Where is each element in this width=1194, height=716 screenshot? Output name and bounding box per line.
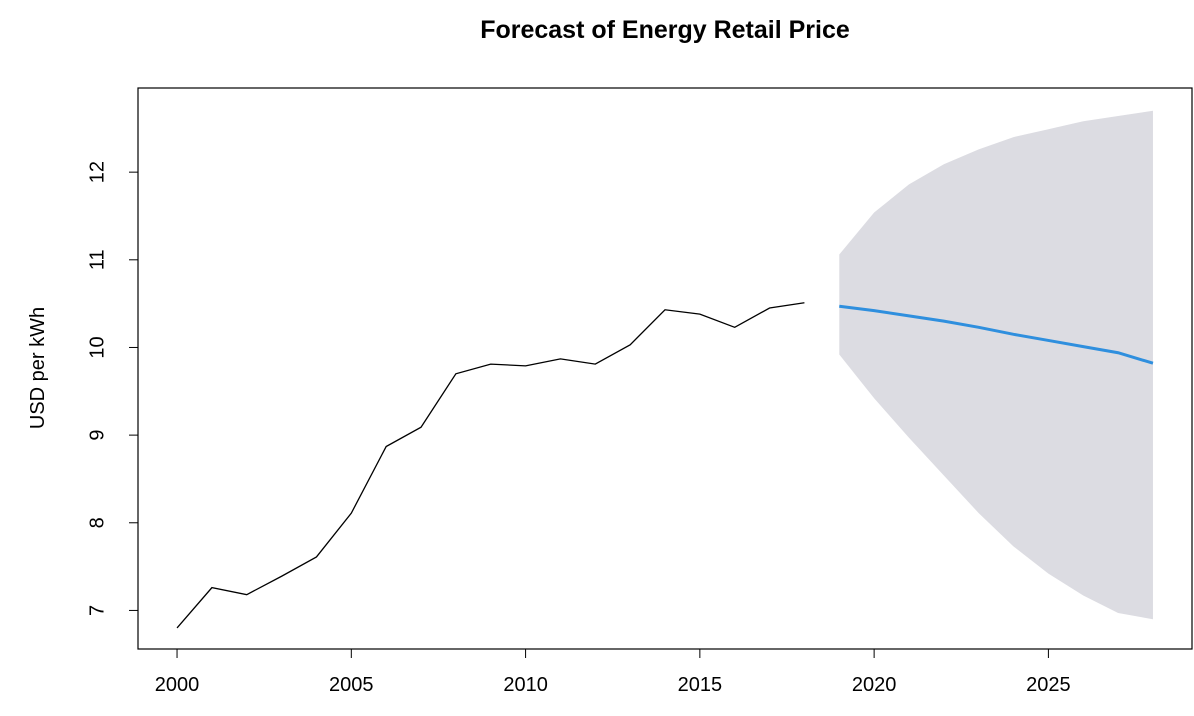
x-tick-label: 2000 <box>155 674 200 696</box>
y-axis-label: USD per kWh <box>27 307 49 429</box>
forecast-line <box>839 304 1154 365</box>
chart-title: Forecast of Energy Retail Price <box>480 16 850 44</box>
x-tick-label: 2025 <box>1026 674 1071 696</box>
plot-frame <box>137 87 1193 650</box>
y-tick-label: 8 <box>86 517 108 528</box>
x-tick-label: 2015 <box>678 674 723 696</box>
y-tick-label: 11 <box>86 249 108 270</box>
x-tick-label: 2005 <box>329 674 374 696</box>
y-tick-label: 10 <box>86 336 108 358</box>
prediction-interval <box>839 110 1153 620</box>
y-tick-label: 12 <box>86 161 108 183</box>
y-tick-label: 9 <box>86 430 108 441</box>
y-tick-label: 7 <box>86 605 108 616</box>
x-tick-label: 2020 <box>852 674 897 696</box>
history-line <box>176 302 805 629</box>
x-tick-label: 2010 <box>503 674 548 696</box>
